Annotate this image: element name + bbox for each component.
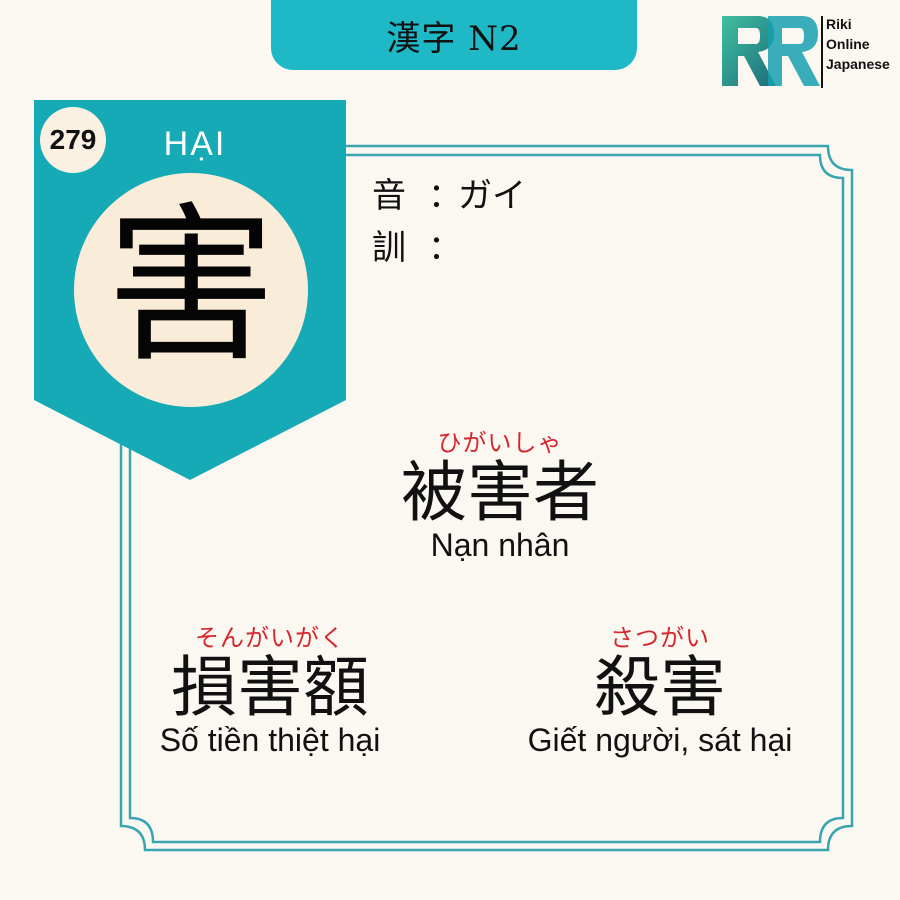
colon: ： <box>428 228 462 268</box>
vocab-word: 損害額 <box>171 649 369 726</box>
kanji-number-badge: 279 <box>40 107 106 173</box>
kanji-number: 279 <box>49 124 97 155</box>
logo-divider <box>821 16 823 88</box>
kun-label: 訓 <box>372 228 406 268</box>
on-label: 音 <box>372 176 406 216</box>
vocab-word: 殺害 <box>594 649 726 726</box>
logo-text-line: Riki <box>826 16 852 32</box>
vocab-meaning: Giết người, sát hại <box>527 722 793 759</box>
readings-block: 音：ガイ 訓： <box>372 170 526 274</box>
on-reading: ガイ <box>458 176 526 216</box>
on-reading-row: 音 ：ガイ <box>372 170 526 222</box>
vocab-meaning: Số tiền thiệt hại <box>159 722 381 759</box>
vocab-item: ひがいしゃ 被害者 Nạn nhân <box>300 423 700 564</box>
logo-text-line: Online <box>826 36 870 52</box>
kanji-circle: 害 <box>74 173 308 407</box>
level-header-tab: 漢字 N2 <box>271 0 637 70</box>
vocab-word: 被害者 <box>401 454 599 531</box>
kun-reading-row: 訓： <box>372 222 526 274</box>
vocab-furigana: ひがいしゃ <box>437 429 563 457</box>
logo-text: Riki Online Japanese <box>826 14 890 74</box>
logo-text-line: Japanese <box>826 56 890 72</box>
vocab-furigana: そんがいがく <box>195 624 345 652</box>
vocab-meaning: Nạn nhân <box>430 527 570 564</box>
vocab-item: さつがい 殺害 Giết người, sát hại <box>500 618 820 759</box>
vocab-item: そんがいがく 損害額 Số tiền thiệt hại <box>120 618 420 759</box>
riki-logo <box>722 16 820 86</box>
level-title: 漢字 N2 <box>386 18 522 59</box>
vocab-furigana: さつがい <box>610 624 710 652</box>
han-viet-reading: HẠI <box>163 125 227 163</box>
main-kanji: 害 <box>105 188 276 386</box>
colon: ： <box>428 176 462 216</box>
